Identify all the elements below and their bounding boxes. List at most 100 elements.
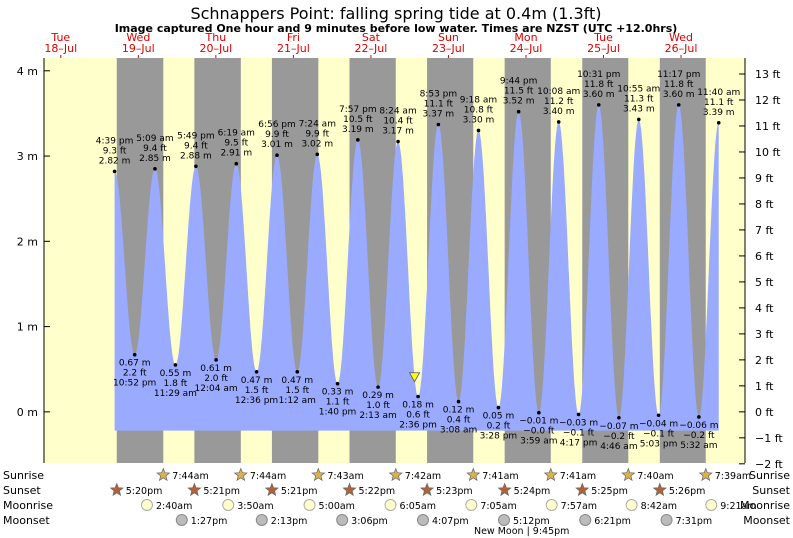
tide-height-m: 3.39 m bbox=[703, 108, 735, 118]
tide-height-ft: 11.3 ft bbox=[624, 94, 654, 104]
moonset-icon bbox=[416, 514, 429, 526]
tide-height-m: 3.52 m bbox=[503, 97, 535, 107]
moonrise-row-label-left: Moonrise bbox=[3, 499, 53, 512]
moonrise-row-label-right: Moonrise bbox=[740, 499, 790, 512]
tide-height-ft: 9.9 ft bbox=[265, 130, 289, 140]
tide-height-ft: 0.4 ft bbox=[447, 416, 471, 426]
sunset-time: 5:21pm bbox=[281, 486, 318, 497]
right-tick-label: 2 ft bbox=[755, 354, 774, 367]
sunset-time: 5:22pm bbox=[359, 486, 396, 497]
moonrise-time: 5:00am bbox=[319, 501, 355, 512]
tide-height-m: −0.07 m bbox=[599, 422, 638, 432]
sunrise-time: 7:44am bbox=[172, 471, 208, 482]
moonrise-icon bbox=[625, 499, 638, 511]
sunset-row-label-left: Sunset bbox=[3, 484, 41, 497]
tide-time: 9:44 pm bbox=[500, 77, 538, 87]
tide-time: 9:18 am bbox=[460, 95, 497, 105]
tide-point bbox=[576, 412, 581, 417]
tide-height-ft: 0.6 ft bbox=[406, 410, 430, 420]
tide-point bbox=[556, 120, 561, 124]
sunrise-icon bbox=[311, 467, 326, 482]
tide-height-ft: 9.4 ft bbox=[143, 144, 167, 154]
sunset-icon bbox=[264, 482, 279, 497]
moonrise-icon bbox=[303, 499, 316, 511]
tide-point bbox=[716, 121, 721, 125]
tide-point bbox=[596, 103, 601, 107]
sunset-time: 5:20pm bbox=[126, 486, 163, 497]
tide-time: 10:52 pm bbox=[113, 379, 156, 389]
tide-height-m: 0.47 m bbox=[241, 376, 273, 386]
tide-curve bbox=[114, 104, 719, 431]
right-tick-label: 10 ft bbox=[755, 146, 781, 159]
tide-point bbox=[436, 122, 441, 127]
tide-point bbox=[676, 103, 681, 107]
tide-height-m: −0.04 m bbox=[639, 419, 678, 429]
day-date: 20–Jul bbox=[199, 42, 232, 55]
tide-height-m: 0.55 m bbox=[160, 369, 192, 379]
sunset-icon bbox=[342, 482, 357, 497]
tide-time: 1:12 am bbox=[279, 396, 316, 406]
tide-height-m: 0.47 m bbox=[281, 376, 313, 386]
moonset-time: 7:31pm bbox=[676, 516, 713, 527]
moonrise-icon bbox=[545, 499, 558, 511]
tide-height-m: 2.88 m bbox=[180, 151, 212, 161]
day-name: Tue bbox=[593, 31, 613, 44]
sunset-icon bbox=[420, 482, 435, 497]
tide-height-ft: 1.8 ft bbox=[164, 379, 188, 389]
tide-height-ft: 2.2 ft bbox=[123, 369, 147, 379]
tide-time: 6:19 am bbox=[218, 129, 255, 139]
sunrise-time: 7:39am bbox=[715, 471, 751, 482]
moonrise-time: 7:57am bbox=[561, 501, 597, 512]
tide-time: 11:29 am bbox=[154, 389, 197, 399]
right-tick-label: −2 ft bbox=[755, 458, 783, 471]
tide-height-m: 3.60 m bbox=[663, 90, 695, 100]
chart-title: Schnappers Point: falling spring tide at… bbox=[190, 4, 601, 23]
day-date: 26–Jul bbox=[665, 42, 698, 55]
right-tick-label: 5 ft bbox=[755, 276, 774, 289]
sunrise-time: 7:41am bbox=[560, 471, 596, 482]
day-name: Mon bbox=[514, 31, 537, 44]
tide-time: 11:40 am bbox=[697, 88, 740, 98]
sunrise-icon bbox=[543, 467, 558, 482]
tide-point bbox=[315, 152, 320, 157]
tide-point bbox=[254, 369, 259, 374]
tide-time: 2:13 am bbox=[359, 411, 396, 421]
tide-area bbox=[114, 104, 719, 431]
moonrise-icon bbox=[465, 499, 478, 511]
tide-point bbox=[456, 399, 461, 404]
sunrise-icon bbox=[466, 467, 481, 482]
tide-height-ft: 1.5 ft bbox=[245, 386, 269, 396]
tide-height-m: 2.91 m bbox=[220, 149, 252, 159]
sunset-icon bbox=[497, 482, 512, 497]
tide-height-m: 0.12 m bbox=[443, 406, 475, 416]
right-tick-label: 1 ft bbox=[755, 380, 774, 393]
tide-height-ft: 11.2 ft bbox=[544, 97, 574, 107]
tide-height-ft: −0.2 ft bbox=[683, 431, 715, 441]
tide-point bbox=[537, 410, 541, 415]
tide-height-m: 0.61 m bbox=[200, 364, 232, 374]
moonset-icon bbox=[336, 514, 349, 526]
right-axis: 13 ft 12 ft 11 ft 10 ft 9 ft 8 ft 7 ft 6 ft 5 ft… bbox=[739, 58, 783, 471]
tide-height-m: 3.60 m bbox=[583, 90, 615, 100]
sunrise-time: 7:44am bbox=[250, 471, 286, 482]
tide-height-ft: −0.1 ft bbox=[643, 429, 675, 439]
tide-height-ft: 1.5 ft bbox=[285, 386, 309, 396]
tide-height-m: −0.01 m bbox=[519, 417, 558, 427]
tide-time: 12:36 pm bbox=[235, 396, 278, 406]
tide-height-ft: 1.0 ft bbox=[366, 401, 390, 411]
right-tick-label: 4 ft bbox=[755, 302, 774, 315]
left-tick-label: 3 m bbox=[17, 150, 38, 163]
tide-height-m: 3.43 m bbox=[623, 104, 655, 114]
sunrise-row-label-left: Sunrise bbox=[3, 469, 44, 482]
tide-height-m: 0.33 m bbox=[322, 388, 354, 398]
tide-time: 4:17 pm bbox=[560, 438, 598, 448]
day-date: 21–Jul bbox=[277, 42, 310, 55]
new-moon-label: New Moon | 9:45pm bbox=[474, 526, 569, 537]
tide-time: 10:08 am bbox=[537, 87, 580, 97]
moonrise-time: 2:40am bbox=[156, 501, 192, 512]
day-date: 25–Jul bbox=[587, 42, 620, 55]
moonrise-time: 3:50am bbox=[237, 501, 273, 512]
right-tick-label: 0 ft bbox=[755, 406, 774, 419]
sunrise-time: 7:42am bbox=[405, 471, 441, 482]
